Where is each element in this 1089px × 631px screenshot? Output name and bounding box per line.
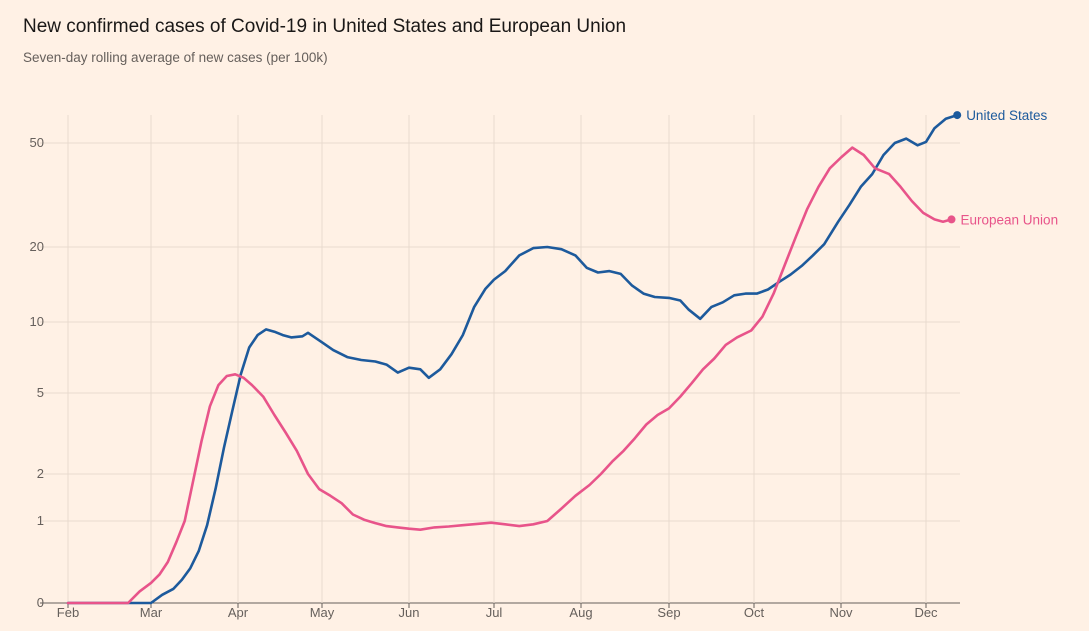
x-tick-label: Apr — [228, 605, 249, 620]
y-tick-label: 50 — [30, 135, 44, 150]
y-tick-label: 10 — [30, 314, 44, 329]
y-tick-label: 5 — [37, 385, 44, 400]
x-tick-label: Jul — [486, 605, 503, 620]
series-label: European Union — [961, 212, 1059, 227]
x-tick-label: Feb — [57, 605, 79, 620]
x-tick-label: May — [310, 605, 335, 620]
series-label: United States — [966, 108, 1047, 123]
chart-subtitle: Seven-day rolling average of new cases (… — [23, 50, 328, 65]
series-end-dot — [953, 111, 962, 120]
x-tick-label: Aug — [569, 605, 592, 620]
chart-title: New confirmed cases of Covid-19 in Unite… — [23, 16, 627, 37]
x-tick-label: Mar — [140, 605, 163, 620]
x-tick-label: Nov — [829, 605, 853, 620]
grid — [40, 115, 960, 604]
y-axis: 0 1 2 5 10 20 50 — [30, 135, 44, 610]
y-tick-label: 1 — [37, 513, 44, 528]
series-end-markers: United States European Union — [947, 108, 1059, 227]
x-tick-label: Sep — [657, 605, 680, 620]
y-tick-label: 2 — [37, 466, 44, 481]
x-axis: Feb Mar Apr May Jun Jul Aug Sep Oct Nov Dec — [57, 603, 938, 620]
series-end-dot — [947, 215, 956, 224]
x-tick-label: Jun — [399, 605, 420, 620]
x-tick-label: Dec — [914, 605, 938, 620]
series-lines — [66, 113, 959, 605]
x-tick-label: Oct — [744, 605, 765, 620]
series-line-european-union — [66, 146, 953, 605]
series-line-united-states — [66, 113, 959, 605]
y-tick-label: 20 — [30, 239, 44, 254]
y-tick-label: 0 — [37, 595, 44, 610]
